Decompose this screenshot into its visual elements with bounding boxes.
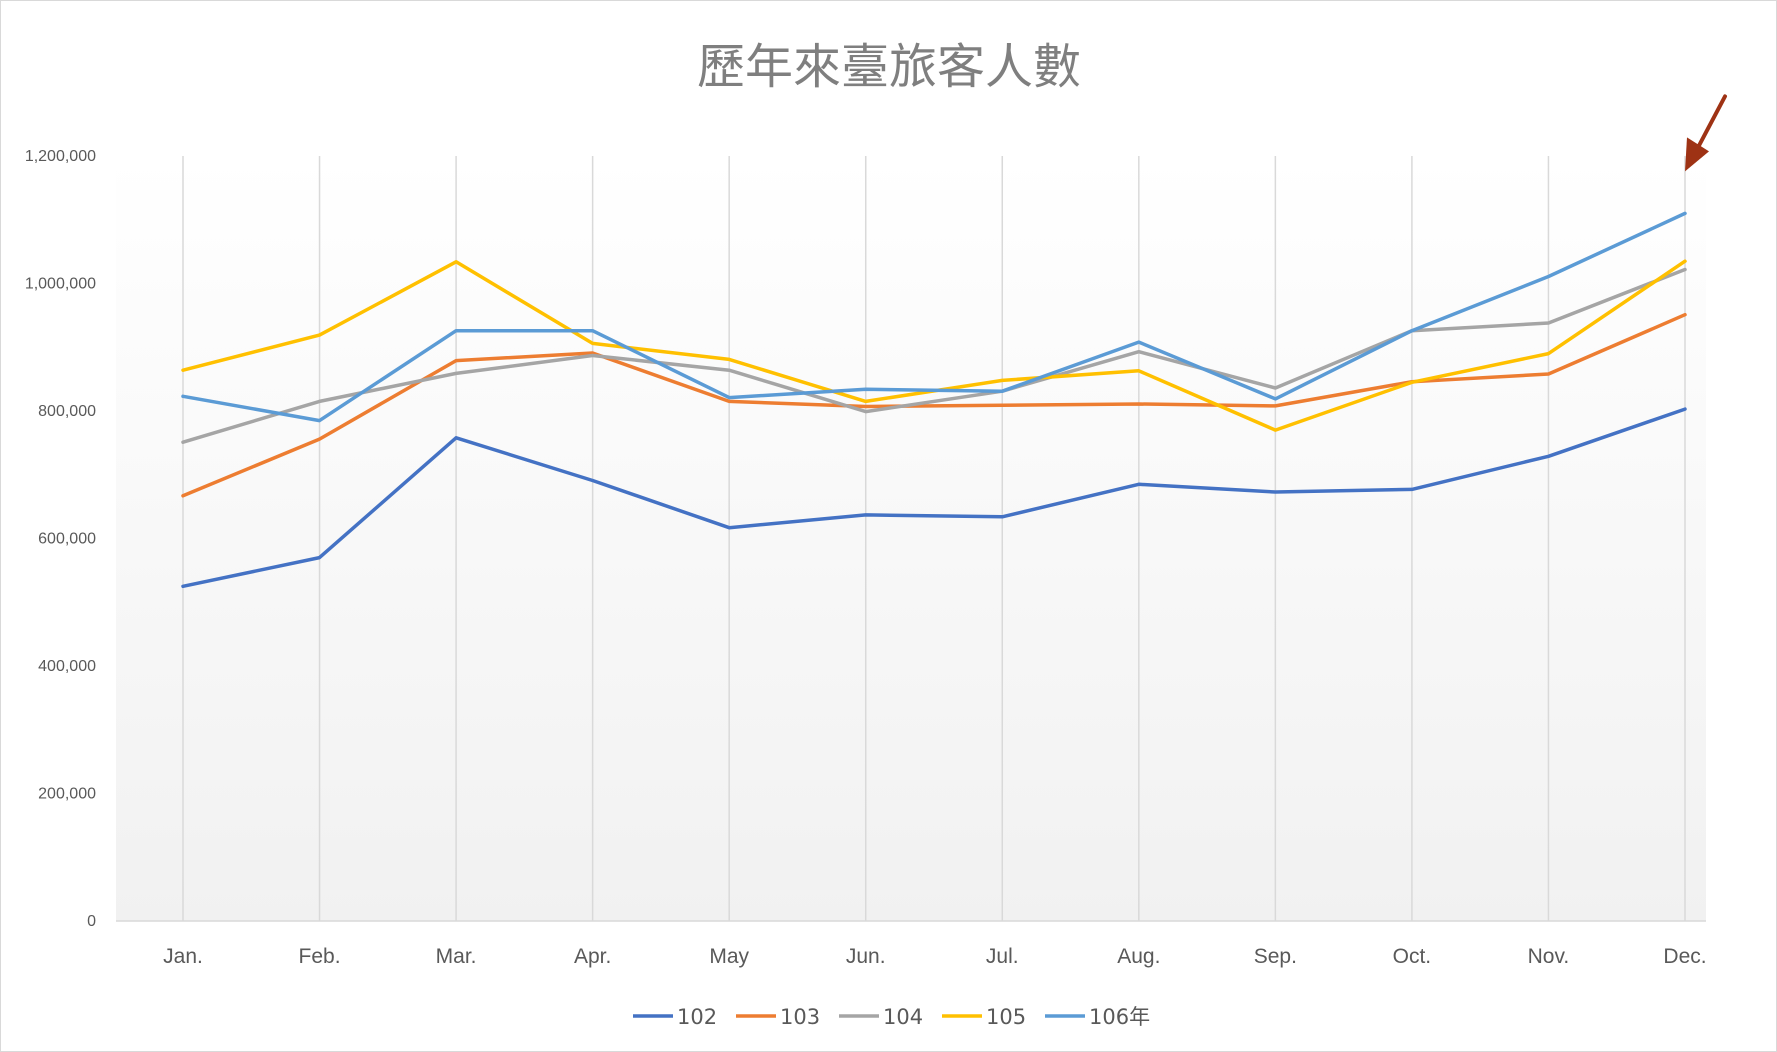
x-tick-label: Aug. bbox=[1117, 945, 1160, 968]
y-tick-label: 200,000 bbox=[38, 786, 96, 803]
y-tick-label: 400,000 bbox=[38, 658, 96, 675]
series-lines bbox=[181, 211, 1687, 589]
x-tick-label: Dec. bbox=[1663, 945, 1706, 968]
plot-area bbox=[116, 156, 1706, 921]
annotation-arrow bbox=[1685, 94, 1727, 172]
x-tick-label: Sep. bbox=[1254, 945, 1297, 968]
y-tick-label: 1,000,000 bbox=[25, 276, 96, 293]
y-tick-label: 600,000 bbox=[38, 531, 96, 548]
x-tick-label: May bbox=[709, 945, 749, 968]
legend: 102 103 104 105 106年 bbox=[633, 1005, 1150, 1029]
series-line-106年 bbox=[181, 211, 1687, 423]
arrow-head bbox=[1685, 137, 1709, 172]
legend-label: 103 bbox=[780, 1005, 820, 1029]
series-line-104 bbox=[181, 267, 1687, 444]
arrow-shaft bbox=[1695, 94, 1727, 152]
x-tick-label: Apr. bbox=[574, 945, 611, 968]
chart-title: 歷年來臺旅客人數 bbox=[697, 39, 1081, 95]
x-tick-label: Oct. bbox=[1393, 945, 1432, 968]
y-tick-label: 0 bbox=[87, 913, 96, 930]
x-tick-label: Nov. bbox=[1528, 945, 1570, 968]
y-tick-label: 800,000 bbox=[38, 403, 96, 420]
x-tick-label: Jan. bbox=[163, 945, 203, 968]
x-tick-label: Mar. bbox=[436, 945, 477, 968]
legend-label: 105 bbox=[986, 1005, 1026, 1029]
y-axis-ticks: 0 200,000 400,000 600,000 800,000 1,000,000 1,… bbox=[25, 148, 96, 930]
legend-label: 102 bbox=[677, 1005, 717, 1029]
series-line-103 bbox=[181, 312, 1687, 498]
x-tick-label: Feb. bbox=[299, 945, 341, 968]
series-line-102 bbox=[181, 407, 1687, 589]
x-tick-label: Jun. bbox=[846, 945, 886, 968]
legend-label: 104 bbox=[883, 1005, 923, 1029]
gridlines bbox=[182, 156, 1686, 921]
legend-label: 106年 bbox=[1089, 1005, 1150, 1029]
y-tick-label: 1,200,000 bbox=[25, 148, 96, 165]
x-axis-ticks: Jan. Feb. Mar. Apr. May Jun. Jul. Aug. Sep. Oct. N… bbox=[163, 945, 1706, 968]
x-tick-label: Jul. bbox=[986, 945, 1019, 968]
